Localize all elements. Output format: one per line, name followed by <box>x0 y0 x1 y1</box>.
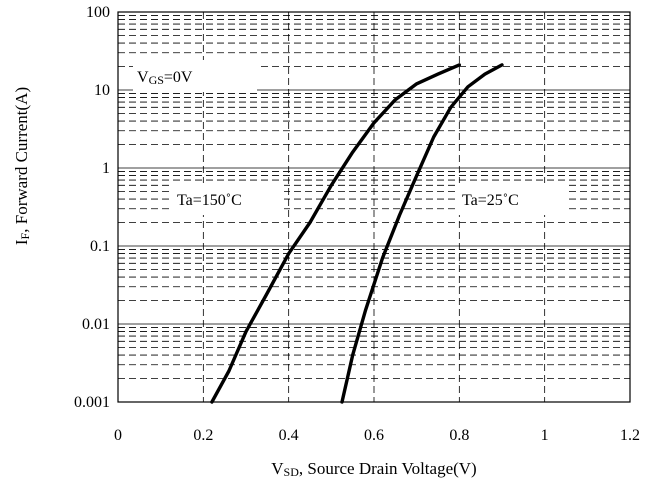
vgs-annotation: VGS=0V <box>137 69 193 87</box>
y-tick-label: 100 <box>86 4 110 21</box>
plot-frame <box>117 11 631 403</box>
ta25-label-box <box>455 183 565 215</box>
curves <box>210 63 504 404</box>
ta150-label-box <box>170 183 284 215</box>
x-tick-labels: 0 0.2 0.4 0.6 0.8 1 1.2 <box>114 427 640 444</box>
x-tick-label: 0.2 <box>193 427 213 444</box>
y-tick-label: 10 <box>94 82 110 99</box>
y-tick-labels: 0.001 0.01 0.1 1 10 100 <box>74 4 110 411</box>
y-tick-label: 0.01 <box>82 316 110 333</box>
x-tick-label: 0.6 <box>364 427 384 444</box>
x-axis-title: VSD, Source Drain Voltage(V) <box>271 459 476 479</box>
x-tick-label: 0.4 <box>279 427 299 444</box>
x-tick-label: 1 <box>541 427 549 444</box>
x-tick-label: 0.8 <box>449 427 469 444</box>
x-tick-label: 0 <box>114 427 122 444</box>
x-tick-label: 1.2 <box>620 427 640 444</box>
y-axis-title: IF, Forward Current(A) <box>12 87 32 245</box>
y-tick-label: 0.1 <box>90 238 110 255</box>
series-curve-0 <box>210 63 461 404</box>
ta150-annotation: Ta=150˚C <box>177 192 242 209</box>
y-tick-label: 0.001 <box>74 394 110 411</box>
vgs-label-box <box>133 60 257 92</box>
y-tick-label: 1 <box>102 160 110 177</box>
series-curve-1 <box>340 63 504 404</box>
ta25-annotation: Ta=25˚C <box>462 192 519 209</box>
